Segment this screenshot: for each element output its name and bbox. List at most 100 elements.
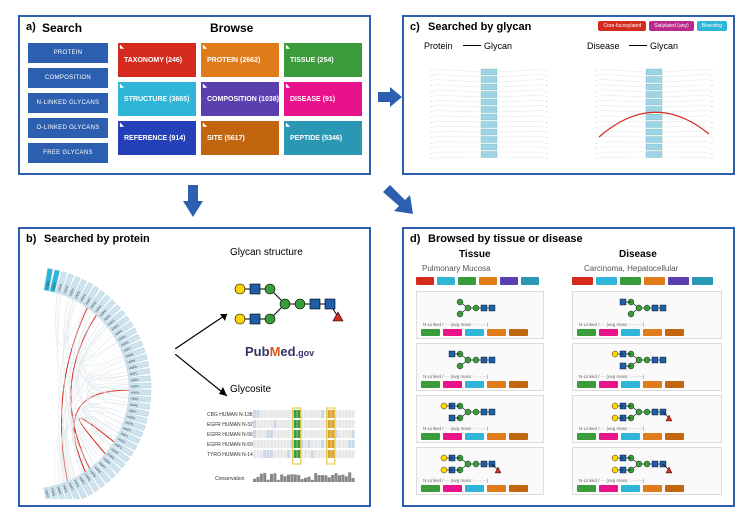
header-tag bbox=[620, 277, 641, 285]
svg-text:—: — bbox=[545, 84, 548, 88]
header-tag bbox=[458, 277, 476, 285]
search-button[interactable]: COMPOSITION bbox=[28, 68, 108, 88]
header-tag bbox=[572, 277, 593, 285]
svg-text:—: — bbox=[430, 73, 433, 77]
svg-text:—: — bbox=[430, 115, 433, 119]
browse-button[interactable]: PEPTIDE (5346) bbox=[284, 121, 362, 155]
card-tag: · bbox=[509, 329, 528, 336]
svg-text:—: — bbox=[545, 110, 548, 114]
svg-text:—: — bbox=[545, 151, 548, 155]
header-tag bbox=[521, 277, 539, 285]
card-tag: · bbox=[443, 381, 462, 388]
svg-text:HSP4: HSP4 bbox=[131, 391, 139, 395]
svg-text:—: — bbox=[710, 120, 713, 124]
glycan-card: N-Linked / ··· (avg mass : ····.···)····… bbox=[416, 395, 544, 443]
card-tag: · bbox=[665, 329, 684, 336]
svg-text:—: — bbox=[430, 89, 433, 93]
svg-text:—: — bbox=[595, 89, 598, 93]
browse-button[interactable]: REFERENCE (914) bbox=[118, 121, 196, 155]
pubmed-logo: PubMed.gov bbox=[245, 344, 314, 359]
svg-text:CBG HUMAN N-138: CBG HUMAN N-138 bbox=[207, 412, 253, 418]
glycan-card: N-Linked / ··· (avg mass : ····.···)····… bbox=[416, 291, 544, 339]
svg-text:—: — bbox=[545, 136, 548, 140]
browse-button[interactable]: SITE (5617) bbox=[201, 121, 279, 155]
svg-text:—: — bbox=[545, 125, 548, 129]
svg-text:HSP5: HSP5 bbox=[130, 397, 138, 402]
svg-text:HSP3: HSP3 bbox=[131, 384, 139, 388]
browse-button[interactable]: TAXONOMY (246) bbox=[118, 43, 196, 77]
svg-text:—: — bbox=[430, 94, 433, 98]
glycan-card: N-Linked / ··· (avg mass : ····.···)····… bbox=[416, 343, 544, 391]
glycan-card: N-Linked / ··· (avg mass : ····.···)····… bbox=[416, 447, 544, 495]
search-button[interactable]: O-LINKED GLYCANS bbox=[28, 118, 108, 138]
svg-text:—: — bbox=[710, 68, 713, 72]
svg-text:HSP7: HSP7 bbox=[128, 409, 137, 415]
browse-button[interactable]: DISEASE (91) bbox=[284, 82, 362, 116]
svg-text:—: — bbox=[595, 136, 598, 140]
svg-text:—: — bbox=[430, 136, 433, 140]
card-tag: · bbox=[665, 381, 684, 388]
pubmed-ed: ed bbox=[280, 344, 295, 359]
card-tag: · bbox=[465, 381, 484, 388]
starburst-protein-glycan: ———————————————————————————————————— bbox=[414, 59, 564, 174]
header-tag bbox=[692, 277, 713, 285]
svg-text:Conservation: Conservation bbox=[215, 476, 245, 482]
arrow-down-left bbox=[181, 185, 205, 217]
legend-badge: Bisecting bbox=[697, 21, 727, 31]
svg-text:—: — bbox=[710, 146, 713, 150]
panel-search-browse: a) Search Browse PROTEINCOMPOSITIONN-LIN… bbox=[18, 15, 371, 175]
d-disease-heading: Disease bbox=[619, 249, 657, 260]
pubmed-pub: Pub bbox=[245, 344, 270, 359]
card-tag: · bbox=[443, 485, 462, 492]
svg-text:HSP2: HSP2 bbox=[130, 378, 138, 383]
svg-text:—: — bbox=[545, 115, 548, 119]
arrow-to-glycosite bbox=[175, 354, 235, 409]
glycan-card: N-Linked / ··· (avg mass : ····.···)····… bbox=[572, 343, 722, 391]
c-glycan1-label: Glycan bbox=[484, 41, 512, 51]
search-button[interactable]: N-LINKED GLYCANS bbox=[28, 93, 108, 113]
svg-text:—: — bbox=[595, 73, 598, 77]
svg-text:—: — bbox=[430, 68, 433, 72]
card-tag: · bbox=[465, 433, 484, 440]
search-heading: Search bbox=[42, 21, 82, 35]
glycan-structure-diagram bbox=[220, 269, 350, 339]
svg-text:—: — bbox=[710, 73, 713, 77]
svg-text:—: — bbox=[595, 104, 598, 108]
panel-searched-glycan: c) Searched by glycan Core-fucosylatedSi… bbox=[402, 15, 735, 175]
svg-text:—: — bbox=[430, 99, 433, 103]
svg-text:—: — bbox=[595, 120, 598, 124]
card-tag: · bbox=[665, 433, 684, 440]
label-b: b) bbox=[26, 233, 36, 245]
card-tag: · bbox=[465, 485, 484, 492]
header-tag bbox=[596, 277, 617, 285]
svg-text:—: — bbox=[545, 141, 548, 145]
svg-text:—: — bbox=[710, 115, 713, 119]
d-disease-sub: Carcinoma, Hepatocellular bbox=[584, 264, 678, 273]
header-tag bbox=[500, 277, 518, 285]
svg-text:—: — bbox=[710, 78, 713, 82]
c-dash2 bbox=[629, 45, 647, 46]
browse-button[interactable]: TISSUE (254) bbox=[284, 43, 362, 77]
search-button[interactable]: PROTEIN bbox=[28, 43, 108, 63]
legend-badge: Sialylated (any) bbox=[649, 21, 693, 31]
svg-text:—: — bbox=[545, 146, 548, 150]
svg-text:—: — bbox=[710, 110, 713, 114]
panel-searched-protein: b) Searched by protein HSP0HSP1HSP2HSP3H… bbox=[18, 227, 371, 507]
svg-text:—: — bbox=[430, 141, 433, 145]
browse-button[interactable]: STRUCTURE (3665) bbox=[118, 82, 196, 116]
card-tag: · bbox=[443, 329, 462, 336]
svg-text:HSP6: HSP6 bbox=[130, 403, 139, 408]
card-tag: · bbox=[509, 381, 528, 388]
card-tag: · bbox=[487, 485, 506, 492]
browse-button[interactable]: PROTEIN (2662) bbox=[201, 43, 279, 77]
svg-text:—: — bbox=[430, 120, 433, 124]
card-caption: N-Linked / ··· (avg mass : ····.···) bbox=[575, 476, 648, 485]
card-tag: · bbox=[421, 433, 440, 440]
card-tag: · bbox=[487, 381, 506, 388]
card-tag: · bbox=[599, 329, 618, 336]
browse-button[interactable]: COMPOSITION (1038) bbox=[201, 82, 279, 116]
svg-text:—: — bbox=[595, 130, 598, 134]
search-button[interactable]: FREE GLYCANS bbox=[28, 143, 108, 163]
svg-text:—: — bbox=[545, 73, 548, 77]
card-tag: · bbox=[599, 485, 618, 492]
